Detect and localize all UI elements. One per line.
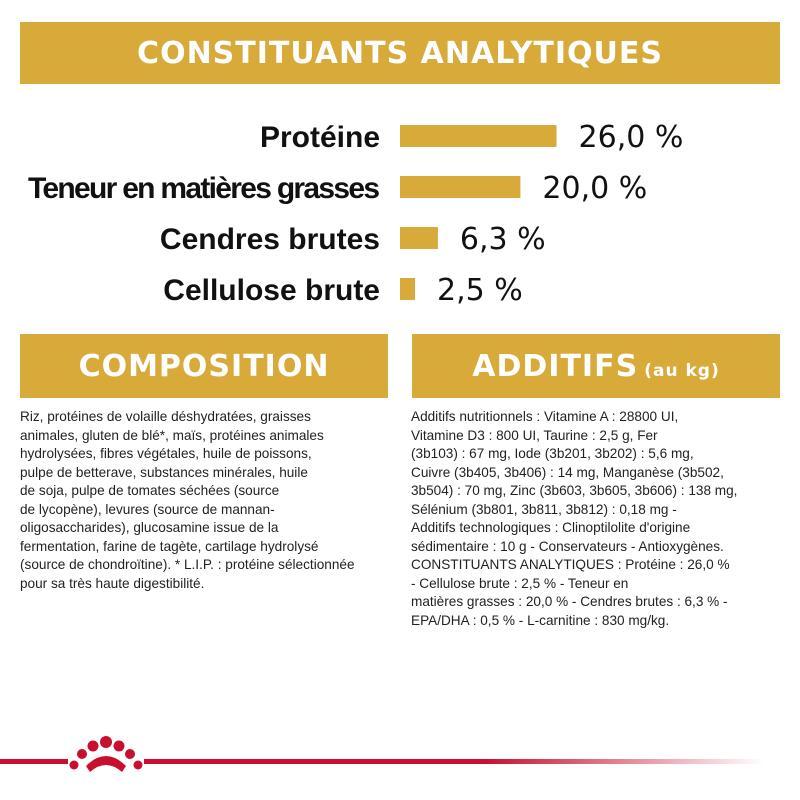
category-label: Cendres brutes	[160, 223, 380, 256]
brand-line-left	[0, 759, 68, 764]
category-label: Cellulose brute	[163, 274, 380, 307]
composition-text-line: pulpe de betterave, substances minérales…	[20, 464, 308, 480]
additifs-text-line: matières grasses : 20,0 % - Cendres brut…	[411, 594, 728, 609]
composition-text-line: pour sa très haute digestibilité.	[20, 575, 205, 591]
bar	[400, 227, 438, 249]
value-label: 26,0 %	[579, 120, 684, 155]
category-label: Teneur en matières grasses	[28, 172, 380, 205]
additifs-text-line: 3b504) : 70 mg, Zinc (3b603, 3b605, 3b60…	[411, 483, 738, 498]
additifs-header-label: ADDITIFS	[472, 348, 639, 384]
additifs-text-line: Vitamine D3 : 800 UI, Taurine : 2,5 g, F…	[411, 427, 658, 443]
additifs-text-line: Sélénium (3b801, 3b811, 3b812) : 0,18 mg…	[411, 501, 677, 517]
composition-text-line: hydrolysées, fibres végétales, huile de …	[20, 446, 312, 461]
composition-text: Riz, protéines de volaille déshydratées,…	[20, 408, 390, 593]
additifs-text-line: CONSTITUANTS ANALYTIQUES : Protéine : 26…	[411, 557, 730, 572]
composition-text-line: fermentation, farine de tagète, cartilag…	[20, 538, 319, 554]
additifs-text-line: Additifs nutritionnels : Vitamine A : 28…	[411, 409, 679, 424]
composition-text-line: de lycopène), levures (source de mannan-	[20, 501, 275, 517]
additifs-text-line: (3b103) : 67 mg, Iode (3b201, 3b202) : 5…	[411, 446, 694, 461]
composition-text-line: de soja, pulpe de tomates séchées (sourc…	[20, 483, 280, 498]
additifs-header: ADDITIFS (au kg)	[412, 334, 780, 398]
bar	[400, 125, 557, 147]
value-label: 6,3 %	[460, 222, 546, 257]
brand-line-right	[144, 759, 764, 764]
brand-footer	[0, 722, 800, 782]
additifs-text-line: - Cellulose brute : 2,5 % - Teneur en	[411, 575, 629, 591]
value-label: 20,0 %	[542, 171, 647, 206]
composition-text-line: animales, gluten de blé*, maïs, protéine…	[20, 427, 324, 443]
value-label: 2,5 %	[437, 273, 523, 308]
constituants-header-label: CONSTITUANTS ANALYTIQUES	[137, 35, 663, 71]
constituants-header: CONSTITUANTS ANALYTIQUES	[20, 22, 780, 84]
composition-header-label: COMPOSITION	[78, 348, 330, 384]
additifs-text-line: Additifs technologiques : Clinoptilolite…	[411, 520, 691, 535]
composition-text-line: Riz, protéines de volaille déshydratées,…	[20, 409, 311, 424]
additifs-text-line: Cuivre (3b405, 3b406) : 14 mg, Manganèse…	[411, 464, 724, 480]
analytical-constituents-chart: Protéine 26,0 % Teneur en matières grasses…	[28, 120, 684, 308]
additifs-text: Additifs nutritionnels : Vitamine A : 28…	[411, 408, 776, 630]
royal-canin-crown-icon	[69, 736, 143, 772]
composition-text-line: oligosaccharides), glucosamine issue de …	[20, 520, 279, 535]
composition-text-line: (source de chondroïtine). * L.I.P. : pro…	[20, 557, 355, 572]
category-label: Protéine	[260, 121, 380, 154]
bar	[400, 176, 521, 198]
composition-header: COMPOSITION	[20, 334, 388, 398]
additifs-text-line: sédimentaire : 10 g - Conservateurs - An…	[411, 538, 724, 554]
additifs-unit-label: (au kg)	[644, 361, 720, 381]
additifs-text-line: EPA/DHA : 0,5 % - L-carnitine : 830 mg/k…	[411, 612, 670, 628]
bar	[400, 278, 416, 300]
